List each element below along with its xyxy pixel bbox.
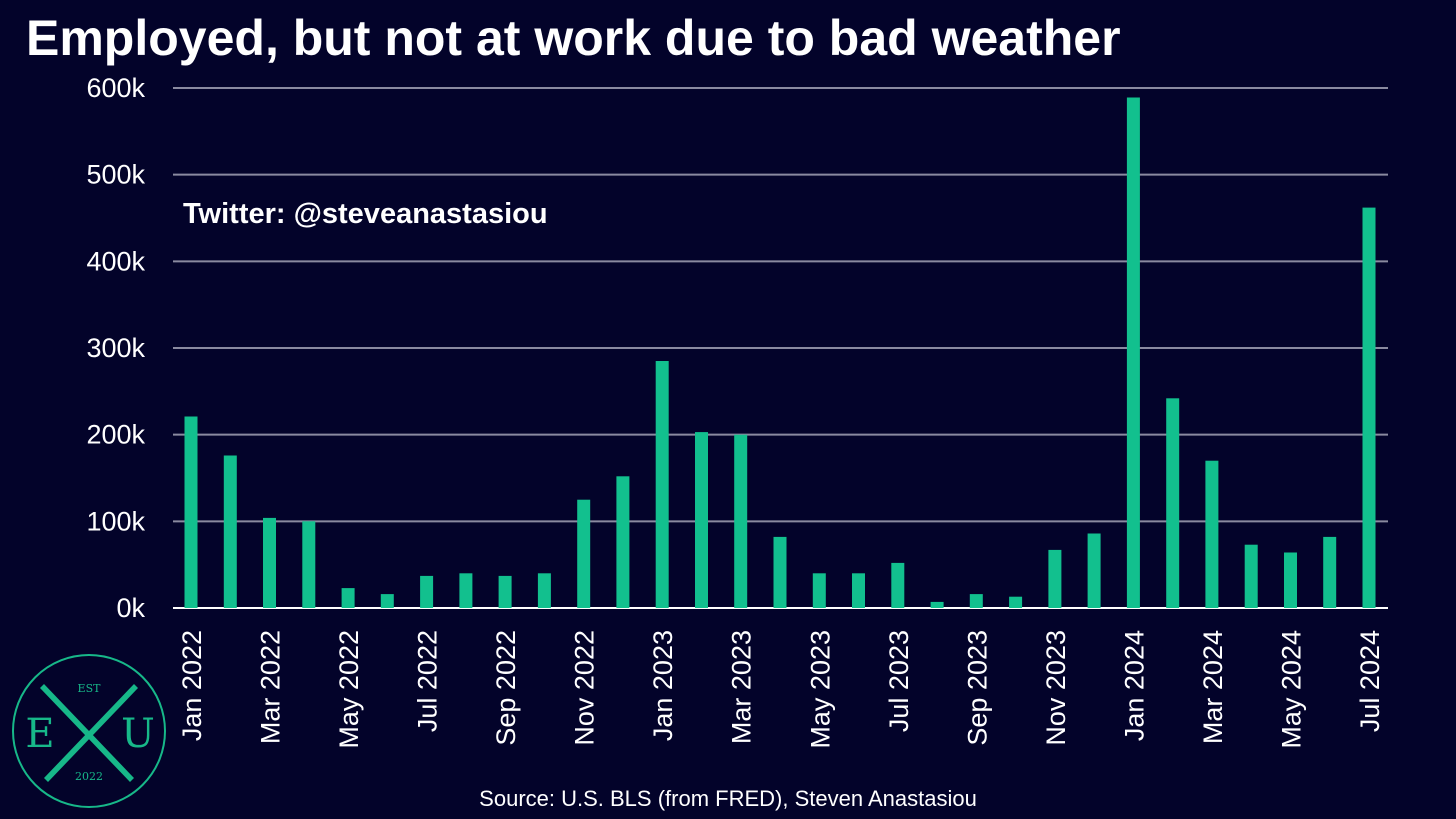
bar <box>1244 544 1258 608</box>
y-tick-label: 200k <box>86 420 145 450</box>
bar <box>459 573 473 608</box>
bar <box>1048 549 1062 608</box>
x-tick-label: Sep 2023 <box>962 630 992 746</box>
x-tick-label: May 2024 <box>1276 630 1306 749</box>
bar <box>498 575 512 608</box>
bar <box>341 588 355 608</box>
x-tick-label: May 2022 <box>334 630 364 749</box>
x-tick-label: Jul 2022 <box>413 630 443 732</box>
y-tick-label: 100k <box>86 506 145 536</box>
bar <box>380 594 394 608</box>
x-tick-label: Jan 2023 <box>648 630 678 741</box>
x-tick-label: Jul 2024 <box>1355 630 1385 732</box>
x-tick-label: May 2023 <box>805 630 835 749</box>
bar <box>1009 596 1023 608</box>
logo-year-text: 2022 <box>75 770 103 783</box>
bar <box>930 601 944 608</box>
y-tick-label: 600k <box>86 73 145 103</box>
x-tick-label: Jan 2022 <box>177 630 207 741</box>
bar <box>1087 533 1101 608</box>
bar <box>734 434 748 608</box>
bar <box>184 416 198 608</box>
bar <box>1323 536 1337 608</box>
bar <box>577 499 591 608</box>
bar <box>655 361 669 608</box>
logo-letter-e: E <box>25 711 54 757</box>
bar <box>302 521 316 608</box>
x-tick-label: Sep 2022 <box>491 630 521 746</box>
logo-cross-stroke-b <box>44 684 138 782</box>
y-tick-label: 0k <box>116 593 145 623</box>
exu-logo: EST E U 2022 <box>12 654 166 808</box>
y-tick-label: 300k <box>86 333 145 363</box>
twitter-watermark: Twitter: @steveanastasiou <box>183 198 548 230</box>
x-axis-ticks: Jan 2022 Mar 2022 May 2022 Jul 2022 Sep 2022… <box>177 630 1385 749</box>
bar <box>616 476 630 608</box>
bar <box>1126 97 1140 608</box>
bar <box>812 573 826 608</box>
bar <box>773 536 787 608</box>
bar <box>537 573 551 608</box>
bar <box>420 575 434 608</box>
bar <box>223 455 237 608</box>
source-note: Source: U.S. BLS (from FRED), Steven Ana… <box>479 786 977 811</box>
logo-est-text: EST <box>78 682 102 695</box>
bar <box>263 517 276 608</box>
chart-title: Employed, but not at work due to bad wea… <box>26 10 1121 66</box>
x-tick-label: Mar 2022 <box>256 630 286 744</box>
bar <box>852 573 865 608</box>
logo-cross-stroke-a <box>40 684 134 782</box>
x-tick-label: Jul 2023 <box>884 630 914 732</box>
y-tick-label: 500k <box>86 160 145 190</box>
bar <box>1362 207 1376 608</box>
logo-letter-u: U <box>121 711 155 757</box>
y-axis-ticks: 0k 100k 200k 300k 400k 500k 600k <box>86 73 145 623</box>
bar <box>1166 398 1180 608</box>
x-tick-label: Nov 2023 <box>1041 630 1071 746</box>
bar <box>695 432 708 608</box>
x-tick-label: Mar 2023 <box>727 630 757 744</box>
bar <box>891 562 905 608</box>
bar <box>1205 460 1219 608</box>
x-tick-label: Nov 2022 <box>570 630 600 746</box>
bars <box>184 97 1376 608</box>
bar <box>1284 552 1297 608</box>
y-tick-label: 400k <box>86 246 145 276</box>
x-tick-label: Jan 2024 <box>1119 630 1149 741</box>
x-tick-label: Mar 2024 <box>1198 630 1228 744</box>
bar <box>969 594 983 608</box>
gridlines <box>173 87 1388 609</box>
logo-ring <box>12 654 166 808</box>
